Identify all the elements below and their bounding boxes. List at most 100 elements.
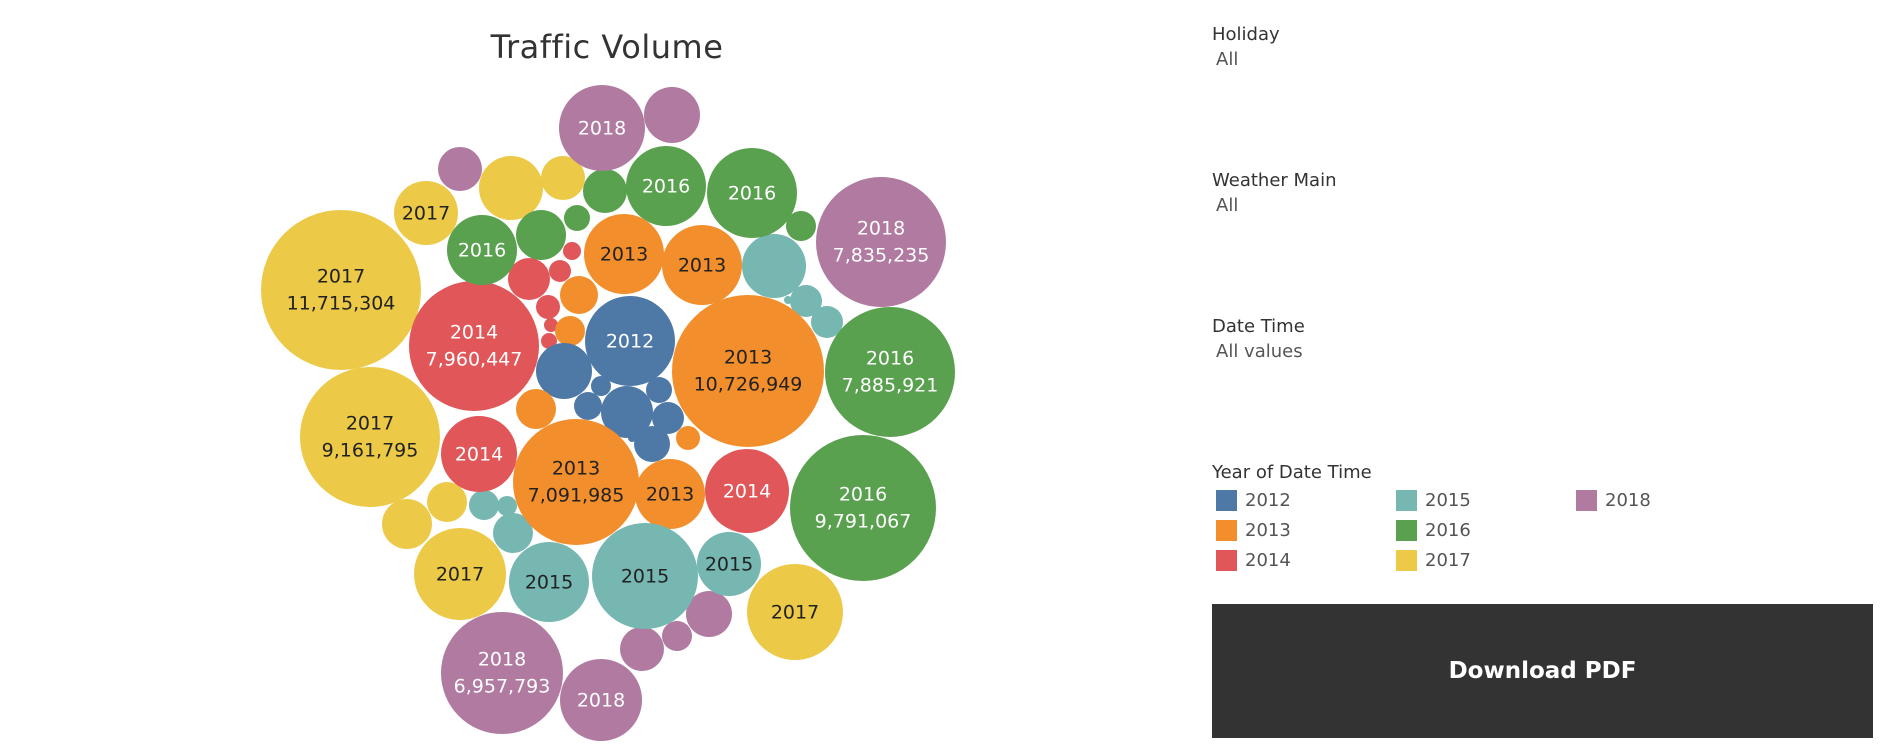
bubble-2016[interactable] [790,435,936,581]
legend-swatch-2015 [1396,489,1417,511]
bubble-2018[interactable] [560,659,642,741]
bubble-small-2015[interactable] [469,490,499,520]
bubble-2013[interactable] [672,295,824,447]
bubble-small-2016[interactable] [564,205,590,231]
bubble-small-2018[interactable] [620,627,664,671]
bubble-2015[interactable] [697,532,761,596]
bubble-small-2015[interactable] [790,285,822,317]
bubble-2013[interactable] [662,225,742,305]
bubble-2014[interactable] [409,281,539,411]
bubble-2013[interactable] [513,419,639,545]
legend-swatch-2018 [1576,489,1597,511]
bubble-small-2017[interactable] [479,156,543,220]
bubble-2016[interactable] [825,307,955,437]
bubble-small-2015[interactable] [742,234,806,298]
legend-item-2014[interactable]: 2014 [1216,549,1396,571]
bubble-2017[interactable] [747,564,843,660]
filter-holiday[interactable]: Holiday All [1212,24,1812,70]
legend-item-2017[interactable]: 2017 [1396,549,1576,571]
bubble-small-2018[interactable] [644,87,700,143]
bubble-small-2018[interactable] [662,621,692,651]
legend: Year of Date Time 2012 2013 2014 2015 [1212,462,1852,571]
bubble-small-2015[interactable] [784,296,792,304]
bubble-small-2012[interactable] [652,402,684,434]
bubble-small-2012[interactable] [601,386,653,438]
bubble-2018[interactable] [559,85,645,171]
bubble-small-2015[interactable] [811,306,843,338]
legend-item-2015[interactable]: 2015 [1396,489,1576,511]
bubble-small-2012[interactable] [536,343,592,399]
bubble-2013[interactable] [584,214,664,294]
bubble-2017[interactable] [414,528,506,620]
legend-swatch-2013 [1216,519,1237,541]
bubble-year-label: 2015 [705,554,753,576]
bubble-2017[interactable] [300,367,440,507]
bubble-small-2016[interactable] [516,210,566,260]
bubble-2017[interactable] [394,181,458,245]
bubble-small-2014[interactable] [508,258,550,300]
bubble-year-label: 2016 [458,240,506,262]
bubble-small-2014[interactable] [549,260,571,282]
bubble-small-2017[interactable] [427,482,467,522]
bubble-2014[interactable] [705,449,789,533]
bubble-small-2015[interactable] [493,513,533,553]
bubble-2015[interactable] [592,523,698,629]
bubble-small-2013[interactable] [560,276,598,314]
bubble-2014[interactable] [441,416,517,492]
bubble-small-2018[interactable] [438,147,482,191]
bubble-year-label: 2015 [525,572,573,594]
bubble-small-2012[interactable] [574,392,602,420]
bubble-2017[interactable] [261,210,421,370]
filter-weather-main-value[interactable]: All [1216,195,1239,216]
bubble-small-2012[interactable] [628,434,636,442]
filter-date-time-label: Date Time [1212,316,1305,337]
side-panel: Holiday All Weather Main All Date Time A… [1212,0,1873,752]
bubble-2016[interactable] [626,146,706,226]
bubble-2012[interactable] [585,296,675,386]
bubble-2013[interactable] [635,459,705,529]
legend-grid: 2012 2013 2014 2015 2016 [1216,489,1852,571]
bubble-year-label: 2012 [606,331,654,353]
download-pdf-button[interactable]: Download PDF [1212,604,1873,738]
bubble-2016[interactable] [707,148,797,238]
bubble-2018[interactable] [816,177,946,307]
bubble-small-2018[interactable] [686,591,732,637]
bubble-small-2014[interactable] [563,242,581,260]
bubble-2016[interactable] [447,215,517,285]
bubble-2015[interactable] [509,542,589,622]
legend-item-2013[interactable]: 2013 [1216,519,1396,541]
bubble-small-2015[interactable] [497,496,517,516]
legend-item-2016[interactable]: 2016 [1396,519,1576,541]
bubble-year-label: 2018 [577,690,625,712]
bubble-year-label: 2013 [724,347,772,369]
bubble-small-2013[interactable] [676,426,700,450]
bubble-small-2014[interactable] [536,295,560,319]
legend-item-2012[interactable]: 2012 [1216,489,1396,511]
bubble-chart-svg: 2017 11,715,304 2013 10,726,949 2016 9,791,06… [261,85,955,741]
bubble-year-label: 2017 [402,203,450,225]
legend-label-2016: 2016 [1425,519,1471,541]
bubble-small-2012[interactable] [646,377,672,403]
filter-holiday-value[interactable]: All [1216,49,1239,70]
filter-weather-main[interactable]: Weather Main All [1212,170,1812,216]
bubble-small-2013[interactable] [555,316,585,346]
bubble-small-2012[interactable] [634,426,670,462]
bubble-year-label: 2018 [857,218,905,240]
legend-label-2018: 2018 [1605,489,1651,511]
legend-item-2018[interactable]: 2018 [1576,489,1756,511]
filter-date-time[interactable]: Date Time All values [1212,316,1812,362]
bubble-small-2014[interactable] [541,333,557,349]
bubble-small-2013[interactable] [516,389,556,429]
bubble-2018[interactable] [441,612,563,734]
bubble-small-2016[interactable] [786,211,816,241]
bubble-year-label: 2017 [346,413,394,435]
bubble-small-2017[interactable] [541,156,585,200]
bubble-small-2016[interactable] [583,169,627,213]
legend-title: Year of Date Time [1212,462,1372,483]
bubble-small-2014[interactable] [544,318,558,332]
bubble-small-2017[interactable] [382,499,432,549]
bubble-year-label: 2013 [646,484,694,506]
bubble-small-2012[interactable] [591,376,611,396]
filter-date-time-value[interactable]: All values [1216,341,1303,362]
